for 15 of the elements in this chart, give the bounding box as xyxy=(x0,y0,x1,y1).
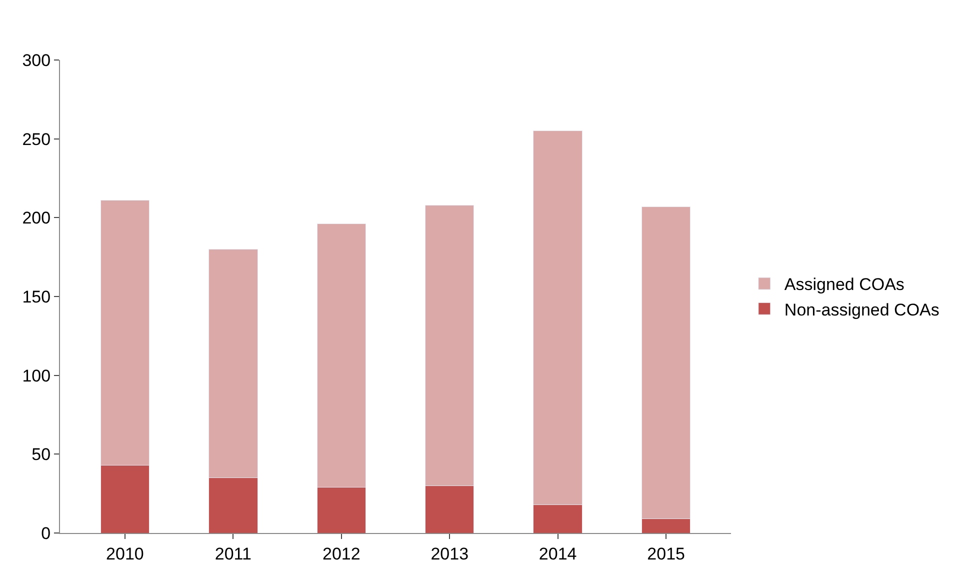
y-tick-label: 300 xyxy=(22,50,51,70)
x-tick-label: 2014 xyxy=(538,544,577,564)
y-tick-label: 0 xyxy=(41,524,51,543)
y-tick-label: 200 xyxy=(22,208,51,228)
x-tick-label: 2013 xyxy=(430,544,469,564)
x-tick-label: 2010 xyxy=(106,544,144,564)
legend-label: Non-assigned COAs xyxy=(784,300,940,320)
y-tick-label: 250 xyxy=(22,130,51,149)
y-tick-label: 50 xyxy=(32,445,51,464)
x-tick-label: 2012 xyxy=(322,544,360,564)
y-tick-label: 100 xyxy=(22,366,51,386)
y-tick-label: 150 xyxy=(22,287,51,306)
legend-label: Assigned COAs xyxy=(784,275,904,294)
x-tick-label: 2015 xyxy=(647,544,685,564)
x-tick-label: 2011 xyxy=(214,544,252,564)
